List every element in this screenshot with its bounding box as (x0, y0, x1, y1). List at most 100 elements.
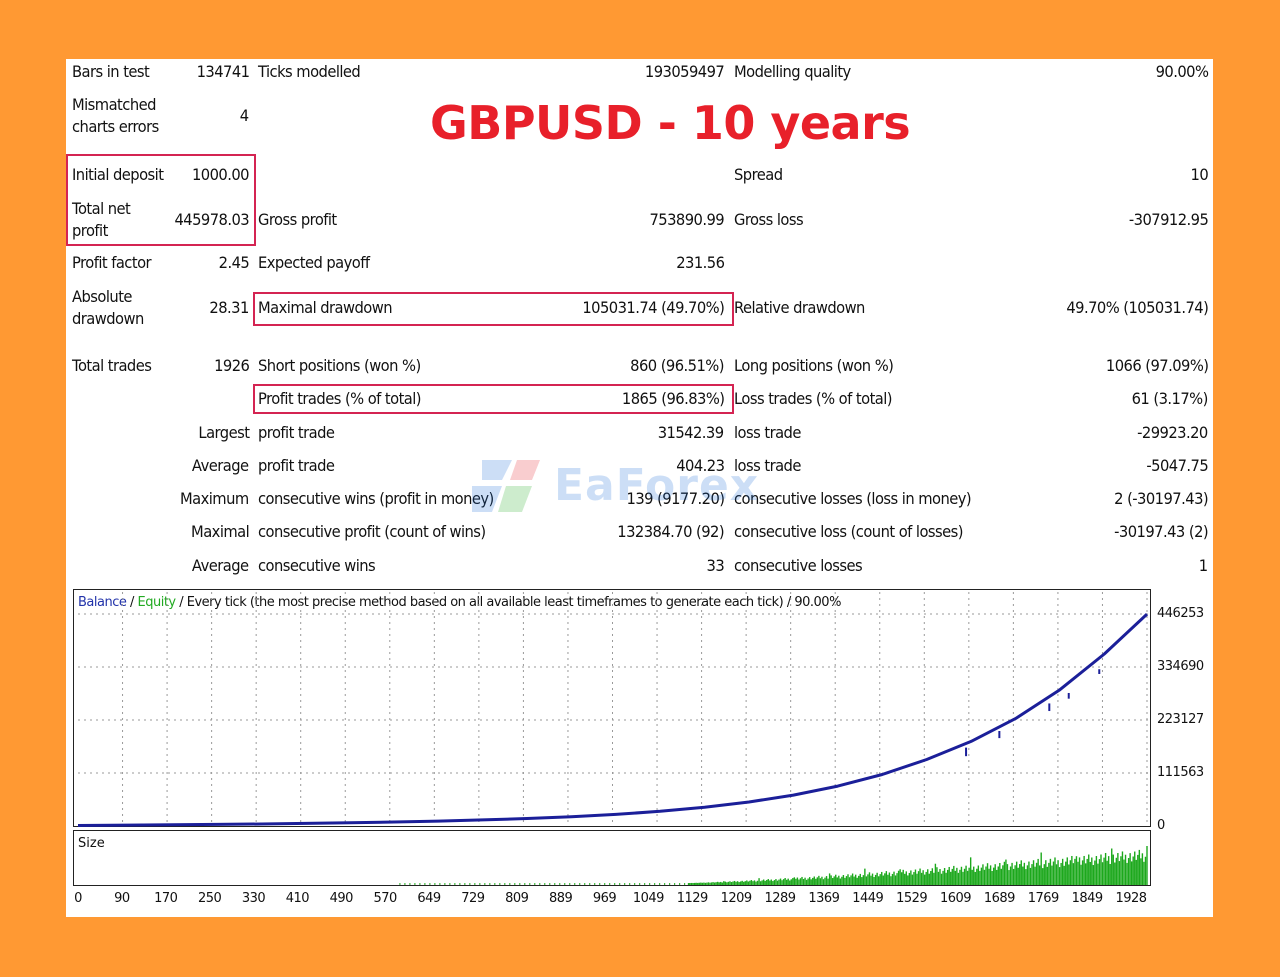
stat-value: 2.45 (218, 253, 249, 272)
x-tick-label: 1289 (764, 891, 796, 906)
stat-value: 860 (96.51%) (630, 356, 724, 375)
stat-label: Spread (734, 165, 783, 184)
watermark-logo-icon (472, 460, 540, 512)
x-tick-label: 1928 (1115, 891, 1147, 906)
x-tick-label: 90 (114, 891, 130, 906)
x-tick-label: 1449 (852, 891, 884, 906)
stat-label: Ticks modelled (258, 62, 361, 81)
x-tick-label: 1689 (983, 891, 1016, 906)
legend-equity: Equity (137, 595, 177, 610)
x-tick-label: 1369 (808, 891, 840, 906)
stat-label: Profit factor (72, 253, 152, 272)
x-tick-label: 330 (241, 891, 266, 906)
x-tick-label: 1849 (1071, 891, 1104, 906)
stat-value: 2 (-30197.43) (1114, 489, 1208, 508)
legend-balance: Balance (78, 595, 127, 610)
stat-label: consecutive profit (count of wins) (258, 522, 486, 541)
stat-value: 28.31 (209, 298, 250, 317)
x-tick-label: 410 (285, 891, 310, 906)
stat-value: Maximum (180, 489, 249, 508)
stat-value: 231.56 (675, 253, 725, 272)
x-tick-label: 1209 (720, 891, 753, 906)
stat-value: Maximal (190, 522, 250, 541)
stat-value: 1 (1199, 556, 1208, 575)
stat-value: -5047.75 (1146, 456, 1208, 475)
stat-value: 90.00% (1155, 62, 1208, 81)
y-tick-label: 334690 (1157, 658, 1204, 674)
stat-value: 33 (706, 556, 724, 575)
x-tick-label: 809 (505, 891, 529, 906)
x-tick-label: 649 (417, 891, 441, 906)
stat-value: -307912.95 (1128, 210, 1209, 229)
stat-label: Maximal drawdown (258, 298, 393, 317)
x-tick-label: 170 (154, 891, 178, 906)
stat-label: Total trades (72, 356, 152, 375)
y-tick-label: 446253 (1157, 606, 1204, 621)
highlight-initial-deposit (66, 154, 256, 246)
stat-value: 193059497 (644, 62, 725, 81)
stat-value: -29923.20 (1137, 423, 1208, 442)
stat-label: consecutive losses (734, 556, 863, 575)
x-tick-label: 490 (329, 891, 354, 906)
stat-value: 139 (9177.20) (626, 489, 725, 508)
stat-label: Mismatched (72, 95, 156, 114)
x-tick-label: 889 (548, 891, 573, 906)
stat-value: 404.23 (675, 456, 725, 475)
stat-label: Profit trades (% of total) (258, 389, 422, 408)
watermark-text: EaForex (554, 460, 760, 511)
stat-label: Total net (72, 199, 131, 218)
stat-label: consecutive losses (loss in money) (734, 489, 972, 508)
highlight-profit-trades (253, 384, 734, 414)
size-label: Size (78, 836, 105, 851)
legend-sep: / (126, 595, 138, 610)
x-tick-label: 729 (461, 891, 485, 906)
stat-label: Bars in test (72, 62, 150, 81)
stat-value: 753890.99 (649, 210, 724, 229)
stat-value: Average (192, 456, 249, 475)
stat-label: consecutive loss (count of losses) (734, 522, 964, 541)
stat-label: Short positions (won %) (258, 356, 421, 375)
stat-label: profit trade (258, 456, 335, 475)
report-title: GBPUSD - 10 years (430, 96, 911, 150)
stat-label: loss trade (734, 423, 801, 442)
x-tick-label: 1769 (1027, 891, 1060, 906)
x-tick-label: 1129 (676, 891, 709, 906)
x-tick-label: 969 (592, 891, 617, 906)
stat-label: profit trade (258, 423, 335, 442)
stat-label: Gross profit (258, 210, 337, 229)
stat-value: 1000.00 (191, 165, 250, 184)
x-tick-label: 570 (373, 891, 397, 906)
stat-value: Average (192, 556, 249, 575)
stat-value: 1066 (97.09%) (1105, 356, 1208, 375)
stat-value: 105031.74 (49.70%) (582, 298, 725, 317)
stat-value: 4 (240, 106, 249, 125)
stat-label: Expected payoff (258, 253, 370, 272)
highlight-maximal-drawdown (253, 292, 734, 326)
y-tick-label: 111563 (1157, 765, 1204, 780)
stat-label: consecutive wins (258, 556, 376, 575)
x-tick-label: 1609 (939, 891, 972, 906)
stat-label: consecutive wins (profit in money) (258, 489, 494, 508)
stat-value: 49.70% (105031.74) (1066, 298, 1209, 317)
stat-value: Largest (197, 423, 250, 442)
y-tick-label: 223127 (1157, 711, 1204, 727)
stat-value: 31542.39 (658, 423, 724, 442)
stat-label: Absolute (72, 287, 132, 306)
stat-label: drawdown (72, 309, 144, 328)
stat-value: 132384.70 (92) (617, 522, 724, 541)
x-tick-label: 0 (74, 891, 82, 906)
stat-value: 445978.03 (174, 210, 249, 229)
balance-line (77, 613, 1149, 827)
stat-label: charts errors (72, 117, 159, 136)
stat-label: Initial deposit (72, 165, 164, 184)
stat-label: loss trade (734, 456, 801, 475)
x-tick-label: 1049 (632, 891, 665, 906)
stat-value: 1865 (96.83%) (621, 389, 724, 408)
y-tick-label: 0 (1157, 818, 1165, 833)
stat-value: 10 (1190, 165, 1208, 184)
stat-label: Loss trades (% of total) (734, 389, 893, 408)
watermark: EaForex (462, 450, 822, 522)
stat-value: 134741 (196, 62, 249, 81)
stat-value: -30197.43 (2) (1114, 522, 1208, 541)
